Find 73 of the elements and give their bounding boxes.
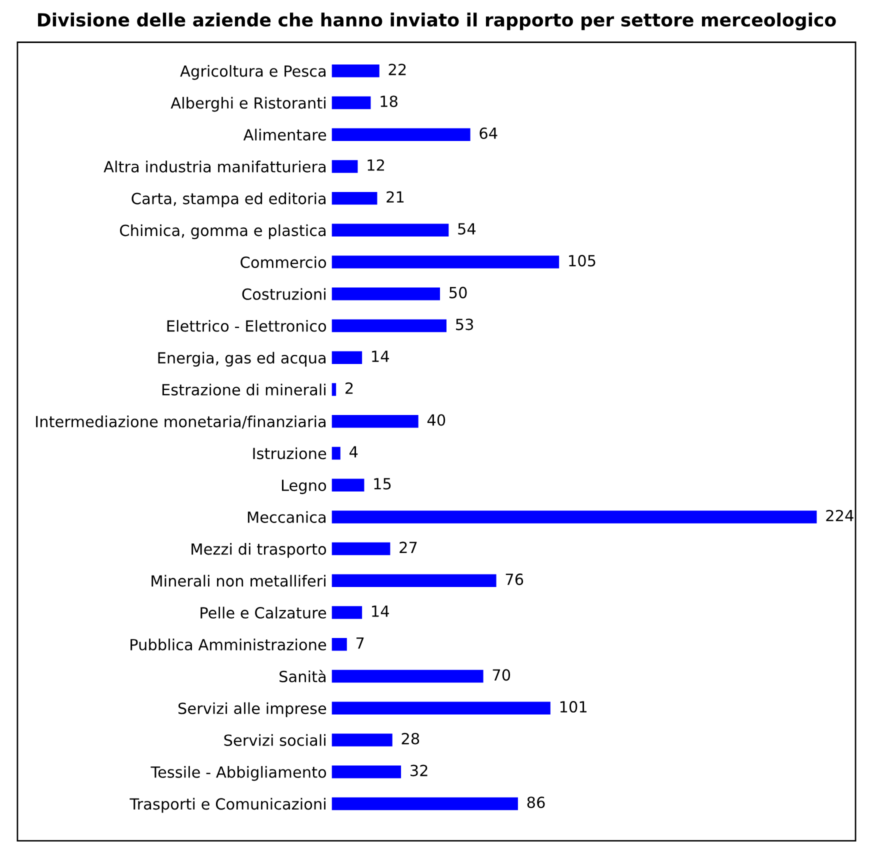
bar [332,478,364,492]
bar [332,192,378,205]
data-label: 14 [372,350,389,362]
data-label: 105 [569,254,596,266]
y-tick-label: Energia, gas ed acqua [158,352,326,367]
bar [332,606,362,619]
bar [332,224,449,237]
data-label: 7 [356,637,364,649]
data-label: 21 [386,191,404,203]
bar [332,765,402,778]
bar [332,319,446,332]
data-label: 15 [374,478,391,490]
y-tick-label: Meccanica [248,511,326,523]
y-tick-label: Costruzioni [242,288,326,300]
bar [332,510,817,524]
chart-title: Divisione delle aziende che hanno inviato il rapporto per settore merceologico [38,12,836,30]
data-label: 54 [458,223,476,235]
y-tick-label: Altra industria manifatturiera [104,160,326,172]
data-label: 224 [826,510,854,522]
y-tick-label: Trasporti e Comunicazioni [130,798,326,813]
y-tick-label: Sanità [280,670,326,682]
y-tick-label: Alimentare [243,128,326,141]
data-label: 27 [400,542,417,554]
y-tick-label: Pubblica Amministrazione [130,638,326,650]
data-label: 76 [506,574,524,586]
y-tick-label: Servizi sociali [224,734,326,746]
y-tick-label: Commercio [240,256,326,268]
bar [332,702,550,714]
bar [332,734,392,746]
data-label: 50 [450,286,467,298]
bar [332,670,484,683]
bar [332,64,380,78]
data-label: 70 [492,669,510,681]
bar [332,288,440,300]
y-tick-label: Legno [282,480,326,494]
bar [332,96,371,110]
bar [332,160,358,173]
data-label: 101 [560,701,587,713]
y-tick-label: Elettrico - Elettronico [167,320,326,332]
data-label: 2 [346,382,353,394]
bar [332,574,496,588]
y-tick-label: Estrazione di minerali [162,384,326,396]
bar [332,128,470,141]
data-label: 40 [427,414,446,426]
bar [332,383,336,396]
data-label: 18 [380,96,398,108]
bar [332,797,518,810]
y-tick-label: Pelle e Calzature [200,606,326,619]
data-label: 22 [388,64,406,76]
data-label: 32 [410,764,428,776]
bar [332,414,418,428]
y-tick-label: Agricoltura e Pesca [180,65,326,80]
y-tick-label: Servizi alle imprese [178,702,326,718]
data-label: 4 [349,446,358,458]
bar [332,446,340,460]
data-label: 53 [456,318,474,330]
data-label: 28 [402,732,420,744]
data-label: 12 [368,159,384,171]
data-label: 64 [480,127,498,140]
y-tick-label: Chimica, gomma e plastica [120,224,326,240]
data-label: 86 [527,796,545,808]
bar [332,542,390,556]
y-tick-label: Intermediazione monetaria/finanziaria [36,416,326,429]
bar [332,351,362,364]
data-label: 14 [372,606,389,617]
y-tick-label: Tessile - Abbigliamento [150,766,326,781]
y-tick-label: Mezzi di trasporto [192,543,326,558]
y-tick-label: Alberghi e Ristoranti [170,96,326,112]
y-tick-label: Minerali non metalliferi [152,574,326,587]
bar [332,638,347,651]
bar [332,256,560,268]
y-tick-label: Istruzione [253,447,326,460]
y-tick-label: Carta, stampa ed editoria [132,192,326,208]
